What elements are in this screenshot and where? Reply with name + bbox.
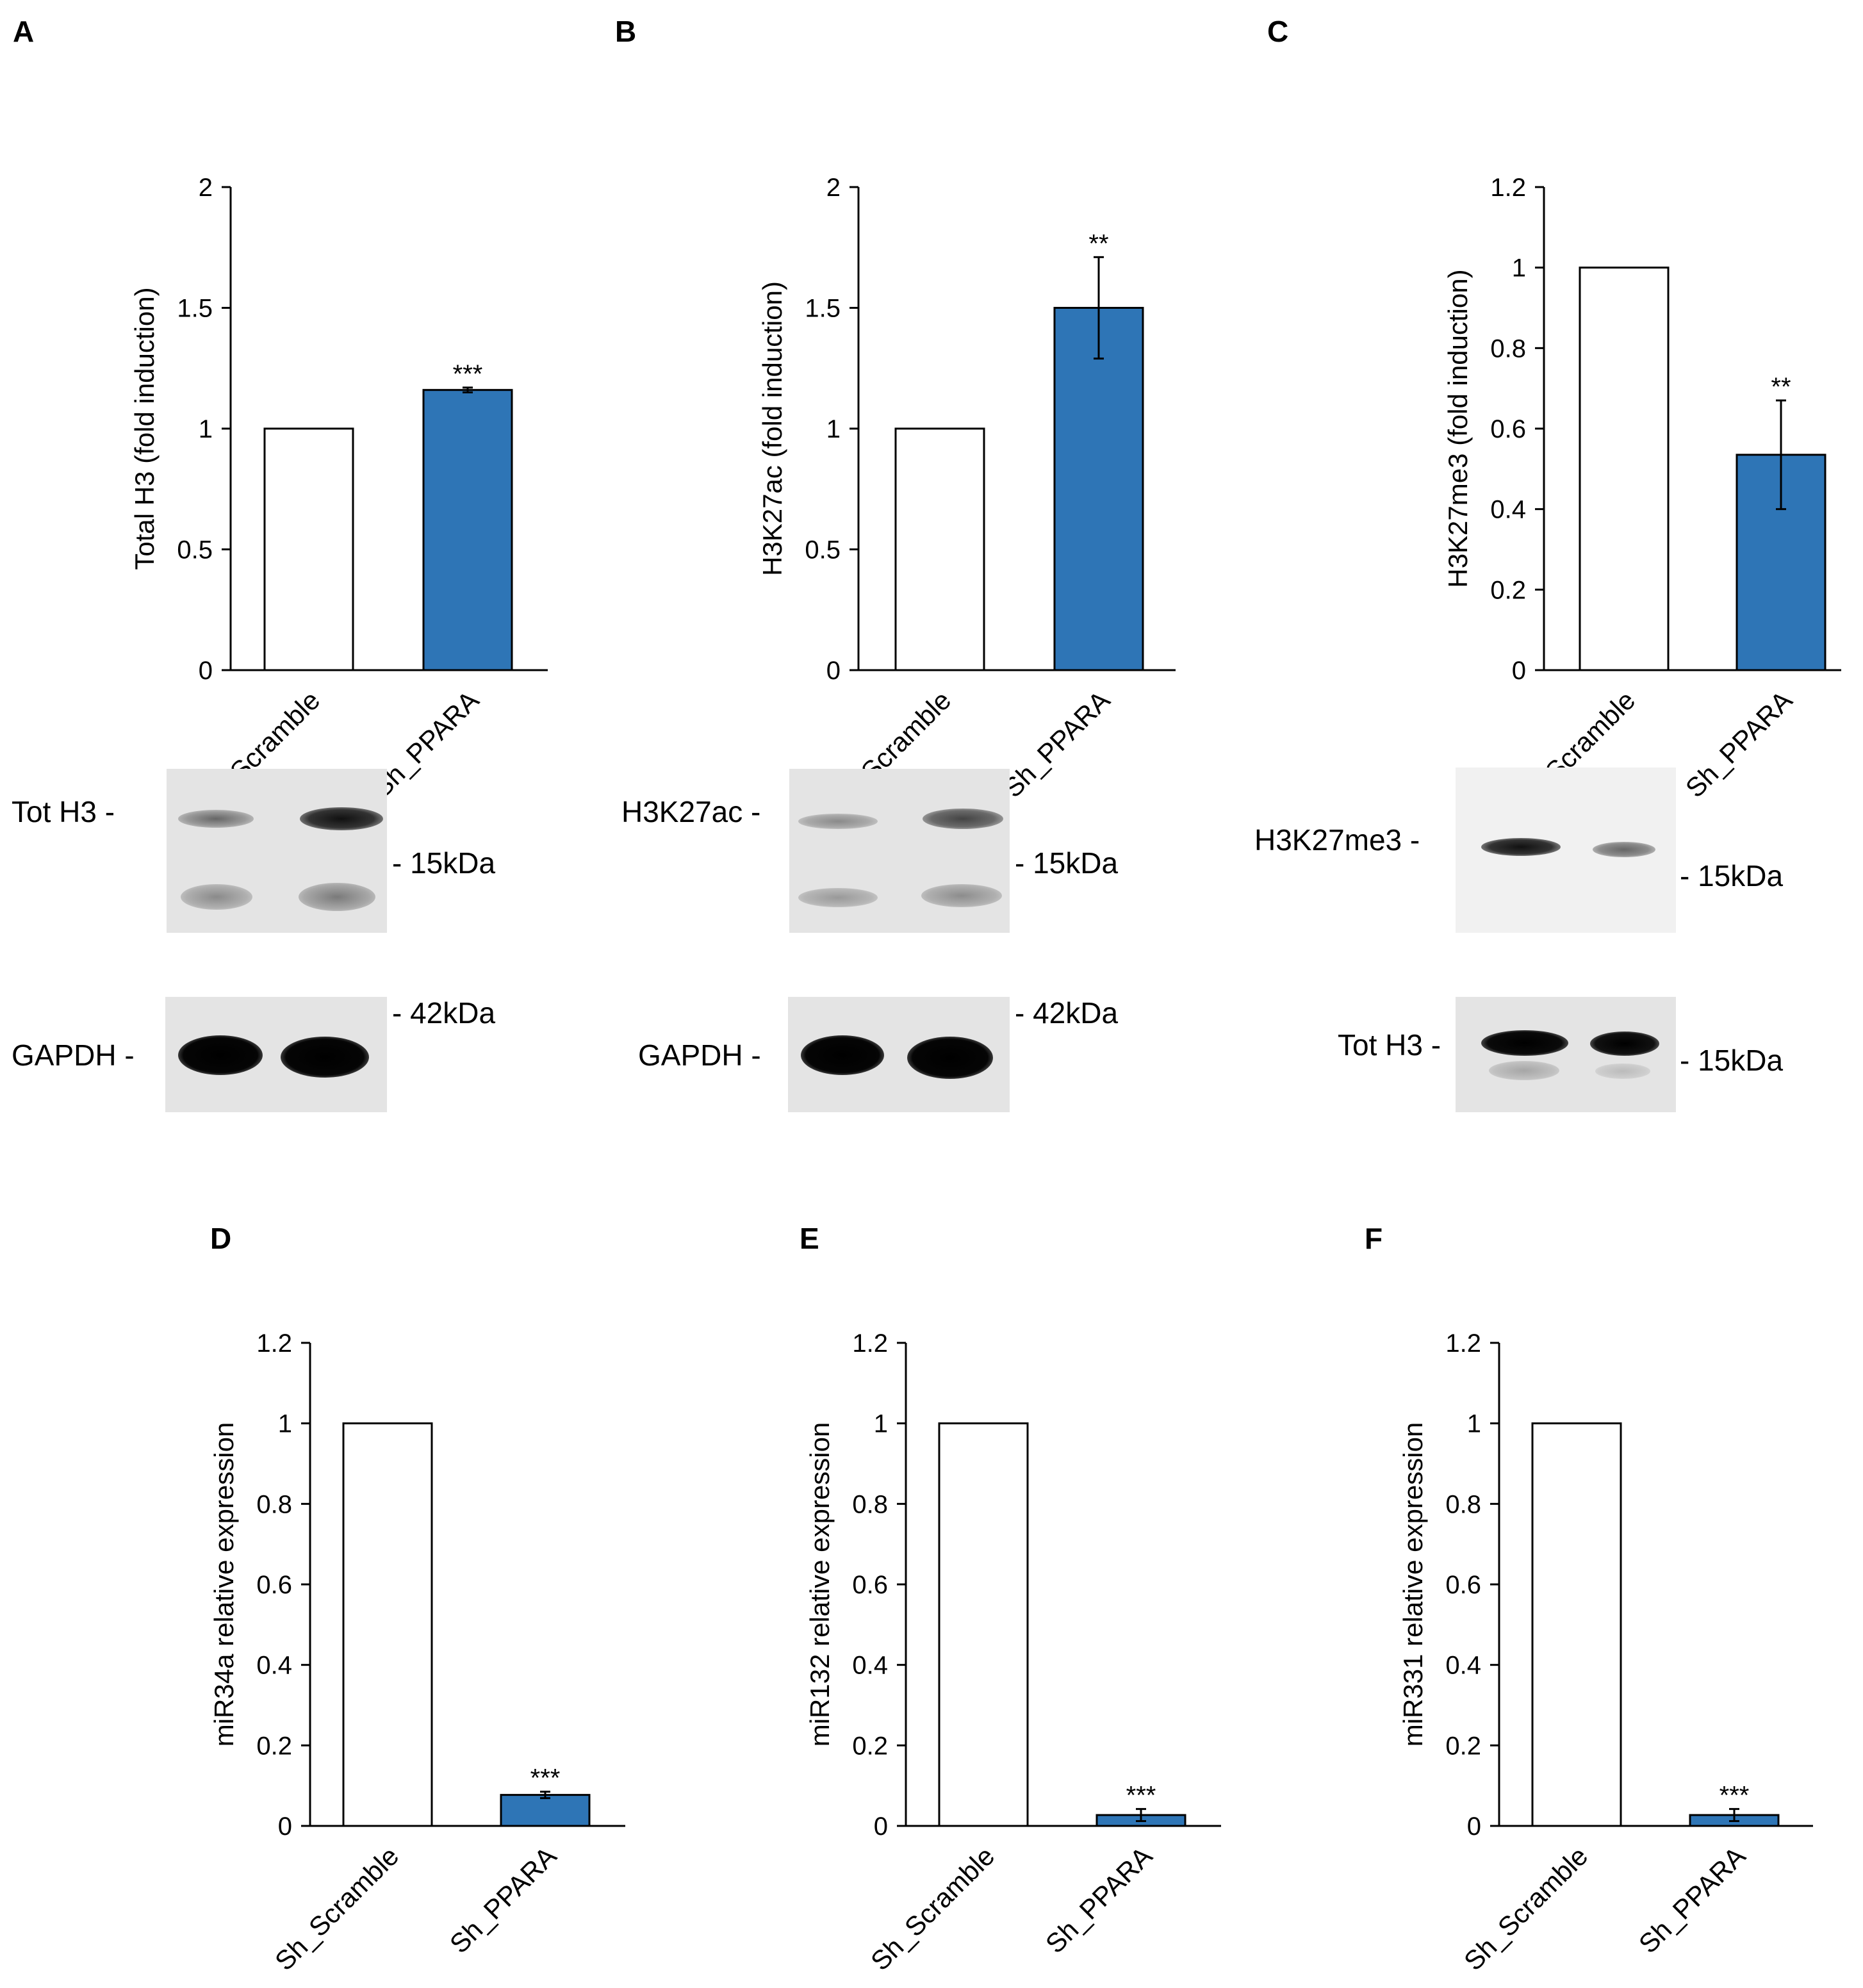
y-tick-label: 0.6 (1490, 415, 1526, 443)
bar-sh-ppara (500, 1794, 591, 1827)
blot-a-bottom-marker: - 42kDa (392, 996, 496, 1030)
y-tick-label: 0.8 (852, 1490, 888, 1518)
significance-label: *** (453, 360, 483, 388)
y-tick-label: 0.4 (1445, 1652, 1481, 1680)
y-tick-label: 1.2 (1445, 1329, 1481, 1358)
bar-sh-ppara (1053, 307, 1144, 671)
blot-c-bottom-image (1456, 997, 1676, 1112)
y-tick-label: 0 (199, 657, 213, 685)
y-tick-label: 0.2 (852, 1732, 888, 1760)
bar-sh-scramble (263, 427, 354, 671)
y-axis-label: miR132 relative expression (805, 1422, 835, 1747)
y-tick-label: 1 (278, 1410, 292, 1438)
y-tick-label: 0.8 (1490, 334, 1526, 363)
y-tick-label: 1.2 (852, 1329, 888, 1358)
y-tick-label: 1 (1512, 254, 1526, 283)
bar-sh-scramble (1531, 1422, 1622, 1827)
y-tick-label: 1.5 (805, 295, 841, 323)
y-tick-label: 0.5 (805, 536, 841, 564)
blot-b-bottom-marker: - 42kDa (1015, 996, 1119, 1030)
blot-c-bottom-marker: - 15kDa (1680, 1044, 1784, 1077)
bar-sh-scramble (342, 1422, 433, 1827)
y-tick-label: 0.8 (1445, 1490, 1481, 1518)
panel-letter-e: E (800, 1222, 819, 1255)
y-axis-label: miR34a relative expression (209, 1422, 239, 1747)
y-tick-label: 0.2 (1445, 1732, 1481, 1760)
y-tick-label: 0.6 (256, 1571, 292, 1599)
y-tick-label: 1 (1467, 1410, 1481, 1438)
blot-a-bottom-label: GAPDH - (12, 1039, 135, 1072)
y-tick-label: 1.2 (1490, 174, 1526, 202)
y-tick-label: 1.2 (256, 1329, 292, 1358)
panel-letter-d: D (210, 1222, 232, 1255)
x-tick-label: Sh_PPARA (1633, 1841, 1752, 1959)
panel-letter-a: A (13, 15, 35, 48)
blot-b-top-marker: - 15kDa (1015, 846, 1119, 880)
y-tick-label: 1 (826, 415, 841, 443)
y-tick-label: 2 (826, 174, 841, 202)
y-tick-label: 0.4 (1490, 496, 1526, 524)
blot-a-bottom-image (165, 997, 387, 1112)
y-tick-label: 0.8 (256, 1490, 292, 1518)
y-tick-label: 0.4 (852, 1652, 888, 1680)
y-tick-label: 0.2 (1490, 576, 1526, 604)
significance-label: *** (530, 1764, 561, 1793)
y-axis-label: Total H3 (fold induction) (129, 287, 160, 570)
significance-label: ** (1771, 373, 1791, 401)
bar-sh-scramble (938, 1422, 1029, 1827)
y-tick-label: 0 (826, 657, 841, 685)
significance-label: *** (1719, 1782, 1750, 1810)
blot-b-bottom-image (788, 997, 1010, 1112)
panel-letter-c: C (1267, 15, 1289, 48)
panel-letter-f: F (1365, 1222, 1383, 1255)
blot-c-top-image (1456, 768, 1676, 933)
x-tick-label: Sh_PPARA (1680, 685, 1798, 803)
y-tick-label: 0.6 (1445, 1571, 1481, 1599)
significance-label: *** (1126, 1782, 1156, 1810)
x-tick-label: Sh_PPARA (997, 685, 1116, 803)
y-axis-label: H3K27me3 (fold induction) (1443, 269, 1473, 587)
y-tick-label: 2 (199, 174, 213, 202)
x-tick-label: Sh_PPARA (444, 1841, 562, 1959)
blot-b-top-image (789, 769, 1010, 933)
blot-c-bottom-label: Tot H3 - (1338, 1028, 1441, 1062)
blot-c-top-label: H3K27me3 - (1254, 823, 1420, 857)
blot-b-bottom-label: GAPDH - (638, 1039, 761, 1072)
y-tick-label: 0 (278, 1812, 292, 1841)
y-axis-label: H3K27ac (fold induction) (757, 281, 787, 576)
bar-sh-scramble (894, 427, 985, 671)
x-tick-label: Sh_Scramble (1458, 1841, 1594, 1976)
y-tick-label: 1.5 (177, 295, 213, 323)
y-tick-label: 0.2 (256, 1732, 292, 1760)
chart-f-mir331: *** 0 0.2 0.4 0.6 0.8 1 1.2 miR331 relative expr… (1398, 1329, 1813, 1976)
chart-d-mir34a: *** 0 0.2 0.4 0.6 0.8 1 1.2 miR34a relative expr… (209, 1329, 625, 1976)
x-tick-label: Sh_PPARA (1040, 1841, 1158, 1959)
x-tick-label: Sh_Scramble (269, 1841, 405, 1976)
blot-b-top-label: H3K27ac - (621, 795, 761, 828)
x-tick-label: Sh_Scramble (865, 1841, 1001, 1976)
y-tick-label: 0 (1512, 657, 1526, 685)
bar-sh-scramble (1579, 267, 1670, 671)
y-tick-label: 0.6 (852, 1571, 888, 1599)
blot-c-top-marker: - 15kDa (1680, 859, 1784, 892)
blot-a-top-label: Tot H3 - (12, 795, 115, 828)
y-tick-label: 0 (874, 1812, 888, 1841)
y-tick-label: 0.5 (177, 536, 213, 564)
blot-a-top-image (167, 769, 387, 933)
chart-c-h3k27me3: ** 0 0.2 0.4 0.6 0.8 1 1.2 H3K27me3 (fold induct… (1443, 174, 1841, 821)
y-tick-label: 1 (874, 1410, 888, 1438)
blot-a-top-marker: - 15kDa (392, 846, 496, 880)
chart-e-mir132: *** 0 0.2 0.4 0.6 0.8 1 1.2 miR132 relative expr… (805, 1329, 1221, 1976)
y-tick-label: 1 (199, 415, 213, 443)
y-tick-label: 0.4 (256, 1652, 292, 1680)
y-axis-label: miR331 relative expression (1398, 1422, 1428, 1747)
y-tick-label: 0 (1467, 1812, 1481, 1841)
significance-label: ** (1088, 229, 1108, 258)
bar-sh-ppara (422, 389, 513, 671)
panel-letter-b: B (615, 15, 637, 48)
